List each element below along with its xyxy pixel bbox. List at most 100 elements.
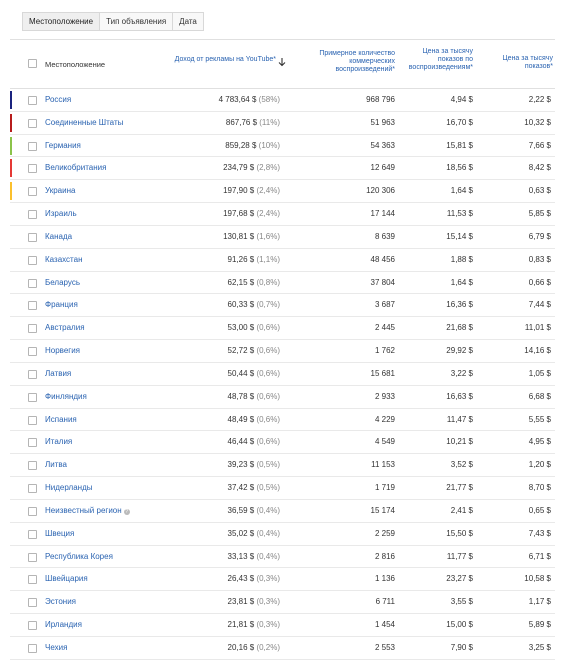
location-link[interactable]: Франция bbox=[45, 300, 78, 310]
table-row[interactable]: Франция 60,33 $ (0,7%) 3 687 16,36 $ 7,44 $ bbox=[10, 294, 555, 318]
help-icon[interactable]: ? bbox=[123, 508, 130, 515]
row-checkbox[interactable] bbox=[28, 529, 37, 539]
row-checkbox[interactable] bbox=[28, 232, 37, 242]
impressions-value: 51 963 bbox=[370, 117, 395, 127]
table-row[interactable]: Казахстан 91,26 $ (1,1%) 48 456 1,88 $ 0,83 … bbox=[10, 249, 555, 272]
location-link[interactable]: Италия bbox=[45, 437, 73, 447]
location-link[interactable]: Австралия bbox=[45, 323, 85, 333]
location-link[interactable]: Казахстан bbox=[45, 254, 83, 264]
row-checkbox[interactable] bbox=[28, 301, 37, 311]
row-checkbox[interactable] bbox=[28, 415, 37, 425]
row-checkbox[interactable] bbox=[28, 621, 37, 631]
location-link[interactable]: Великобритания bbox=[45, 163, 107, 173]
row-checkbox[interactable] bbox=[28, 118, 37, 128]
table-row[interactable]: Соединенные Штаты 867,76 $ (11%) 51 963 16,… bbox=[10, 112, 555, 135]
table-row[interactable]: Украина 197,90 $ (2,4%) 120 306 1,64 $ 0,63 … bbox=[10, 180, 555, 204]
column-impressions[interactable]: Примерное количество коммерческих воспро… bbox=[319, 50, 395, 73]
location-link[interactable]: Соединенные Штаты bbox=[45, 117, 124, 127]
row-checkbox[interactable] bbox=[28, 278, 37, 288]
impressions-value: 2 933 bbox=[374, 391, 395, 401]
sort-down-icon[interactable] bbox=[278, 57, 286, 67]
location-link[interactable]: Чехия bbox=[45, 642, 68, 652]
impressions-value: 1 136 bbox=[374, 574, 395, 584]
row-checkbox[interactable] bbox=[28, 484, 37, 494]
table-row[interactable]: Латвия 50,44 $ (0,6%) 15 681 3,22 $ 1,05 $ bbox=[10, 363, 555, 386]
row-checkbox[interactable] bbox=[28, 461, 37, 471]
row-checkbox[interactable] bbox=[28, 210, 37, 220]
location-link[interactable]: Швеция bbox=[45, 528, 75, 538]
location-link[interactable]: Нидерланды bbox=[45, 483, 93, 493]
location-link[interactable]: Республика Корея bbox=[45, 551, 113, 561]
impressions-value: 48 456 bbox=[370, 254, 395, 264]
impressions-value: 968 796 bbox=[366, 95, 395, 104]
column-playback-cpm[interactable]: Цена за тысячу показов по воспроизведени… bbox=[408, 48, 473, 71]
table-row[interactable]: Канада 130,81 $ (1,6%) 8 639 15,14 $ 6,79 $ bbox=[10, 226, 555, 249]
table-row[interactable]: Израиль 197,68 $ (2,4%) 17 144 11,53 $ 5,85 … bbox=[10, 203, 555, 226]
location-link[interactable]: Эстония bbox=[45, 597, 76, 607]
location-link[interactable]: Израиль bbox=[45, 209, 77, 219]
series-color-indicator bbox=[10, 91, 12, 109]
tab-date[interactable]: Дата bbox=[173, 12, 204, 31]
row-checkbox[interactable] bbox=[28, 187, 37, 197]
tab-ad-type[interactable]: Тип объявления bbox=[100, 12, 174, 31]
row-checkbox[interactable] bbox=[28, 438, 37, 448]
revenue-value: 234,79 $ (2,8%) bbox=[223, 163, 280, 173]
row-checkbox[interactable] bbox=[28, 255, 37, 265]
table-row[interactable]: Норвегия 52,72 $ (0,6%) 1 762 29,92 $ 14,16 … bbox=[10, 340, 555, 363]
location-link[interactable]: Норвегия bbox=[45, 346, 81, 356]
row-checkbox[interactable] bbox=[28, 347, 37, 357]
table-row[interactable]: Чехия 20,16 $ (0,2%) 2 553 7,90 $ 3,25 $ bbox=[10, 637, 555, 660]
table-header: Местоположение Доход от рекламы на YouTu… bbox=[10, 39, 555, 89]
row-checkbox[interactable] bbox=[28, 552, 37, 562]
table-row[interactable]: Швейцария 26,43 $ (0,3%) 1 136 23,27 $ 10,58… bbox=[10, 568, 555, 592]
revenue-value: 23,81 $ (0,3%) bbox=[227, 597, 281, 607]
table-row[interactable]: Республика Корея 33,13 $ (0,4%) 2 816 11,77… bbox=[10, 546, 555, 569]
impressions-value: 15 681 bbox=[370, 368, 395, 378]
table-row[interactable]: Эстония 23,81 $ (0,3%) 6 711 3,55 $ 1,17 $ bbox=[10, 591, 555, 615]
row-checkbox[interactable] bbox=[28, 96, 37, 105]
playback-cpm-value: 4,94 $ bbox=[450, 95, 473, 104]
playback-cpm-value: 15,81 $ bbox=[446, 140, 473, 150]
location-link[interactable]: Финляндия bbox=[45, 391, 87, 401]
table-row[interactable]: Испания 48,49 $ (0,6%) 4 229 11,47 $ 5,55 $ bbox=[10, 409, 555, 432]
location-link[interactable]: Швейцария bbox=[45, 574, 88, 584]
row-checkbox[interactable] bbox=[28, 369, 37, 379]
location-link[interactable]: Неизвестный регион? bbox=[45, 505, 130, 515]
row-checkbox[interactable] bbox=[28, 141, 37, 151]
table-row[interactable]: Нидерланды 37,42 $ (0,5%) 1 719 21,77 $ 8,70… bbox=[10, 477, 555, 500]
table-row[interactable]: Беларусь 62,15 $ (0,8%) 37 804 1,64 $ 0,66 $ bbox=[10, 272, 555, 295]
location-link[interactable]: Ирландия bbox=[45, 620, 82, 630]
table-row[interactable]: Неизвестный регион? 36,59 $ (0,4%) 15 174 2… bbox=[10, 500, 555, 523]
column-cpm[interactable]: Цена за тысячу показов* bbox=[502, 55, 554, 70]
row-checkbox[interactable] bbox=[28, 598, 37, 608]
column-revenue[interactable]: Доход от рекламы на YouTube* bbox=[174, 56, 276, 63]
row-checkbox[interactable] bbox=[28, 164, 37, 174]
table-row[interactable]: Ирландия 21,81 $ (0,3%) 1 454 15,00 $ 5,89 $ bbox=[10, 614, 555, 637]
location-link[interactable]: Литва bbox=[45, 460, 67, 470]
location-link[interactable]: Канада bbox=[45, 231, 73, 241]
table-row[interactable]: Великобритания 234,79 $ (2,8%) 12 649 18,56… bbox=[10, 157, 555, 181]
location-link[interactable]: Германия bbox=[45, 140, 81, 150]
row-checkbox[interactable] bbox=[28, 324, 37, 334]
location-link[interactable]: Беларусь bbox=[45, 277, 80, 287]
location-link[interactable]: Украина bbox=[45, 186, 76, 196]
row-checkbox[interactable] bbox=[28, 643, 37, 653]
playback-cpm-value: 1,88 $ bbox=[450, 254, 473, 264]
table-row[interactable]: Финляндия 48,78 $ (0,6%) 2 933 16,63 $ 6,68 … bbox=[10, 386, 555, 409]
location-link[interactable]: Испания bbox=[45, 414, 77, 424]
tab-location[interactable]: Местоположение bbox=[22, 12, 101, 31]
table-row[interactable]: Россия 4 783,64 $ (58%) 968 796 4,94 $ 2,22 … bbox=[10, 89, 555, 112]
table-row[interactable]: Литва 39,23 $ (0,5%) 11 153 3,52 $ 1,20 $ bbox=[10, 454, 555, 478]
row-checkbox[interactable] bbox=[28, 392, 37, 402]
table-row[interactable]: Германия 859,28 $ (10%) 54 363 15,81 $ 7,66 … bbox=[10, 135, 555, 158]
row-checkbox[interactable] bbox=[28, 575, 37, 585]
table-row[interactable]: Австралия 53,00 $ (0,6%) 2 445 21,68 $ 11,01… bbox=[10, 317, 555, 341]
location-link[interactable]: Россия bbox=[45, 95, 72, 104]
table-row[interactable]: Италия 46,44 $ (0,6%) 4 549 10,21 $ 4,95 $ bbox=[10, 431, 555, 455]
cpm-value: 14,16 $ bbox=[524, 346, 551, 356]
cpm-value: 0,83 $ bbox=[528, 254, 551, 264]
row-checkbox[interactable] bbox=[28, 506, 37, 516]
select-all-checkbox[interactable] bbox=[28, 59, 37, 68]
table-row[interactable]: Швеция 35,02 $ (0,4%) 2 259 15,50 $ 7,43 $ bbox=[10, 523, 555, 546]
location-link[interactable]: Латвия bbox=[45, 368, 72, 378]
